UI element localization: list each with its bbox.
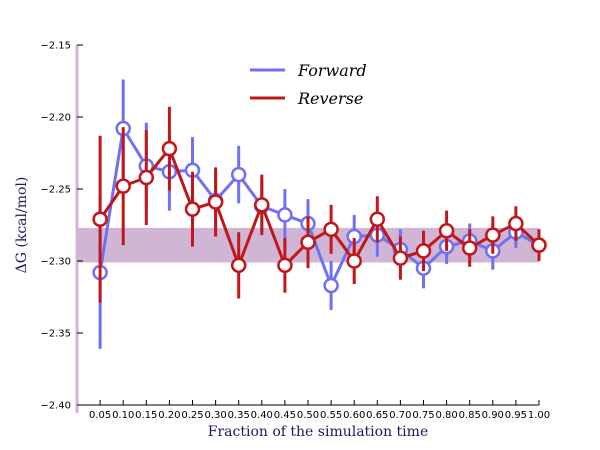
data-point <box>323 277 339 294</box>
y-axis-label: ΔG (kcal/mol) <box>14 177 30 274</box>
data-point <box>323 221 339 238</box>
data-point <box>485 227 501 243</box>
data-point <box>346 253 362 269</box>
data-point <box>438 223 455 239</box>
data-point <box>277 207 293 223</box>
x-tick-label: 0.65 <box>366 410 388 421</box>
data-point <box>392 250 409 266</box>
x-tick-label: 0.05 <box>89 410 111 421</box>
data-point <box>230 166 247 183</box>
data-point <box>508 215 524 232</box>
legend-label-forward: Forward <box>297 61 367 80</box>
series-forward <box>92 79 547 349</box>
data-point <box>531 237 547 253</box>
x-tick-label: 0.15 <box>135 410 157 421</box>
legend-label-reverse: Reverse <box>297 89 363 108</box>
y-tick-label: −2.35 <box>40 329 71 340</box>
x-tick-label: 0.30 <box>204 410 226 421</box>
data-point <box>415 243 432 259</box>
x-tick-label: 0.45 <box>274 410 296 421</box>
data-point <box>369 211 386 227</box>
x-tick-label: 0.70 <box>389 410 411 421</box>
y-tick-label: −2.15 <box>40 41 71 52</box>
x-tick-label: 0.85 <box>459 410 481 421</box>
axes: −2.40−2.35−2.30−2.25−2.20−2.150.05 0.10 0.… <box>40 41 550 422</box>
data-point <box>207 194 224 210</box>
y-tick-label: −2.30 <box>40 257 71 268</box>
y-tick-label: −2.25 <box>40 185 71 196</box>
x-tick-label: 0.40 <box>251 410 273 421</box>
series-reverse <box>92 106 547 303</box>
data-point <box>254 197 270 213</box>
x-tick-label: 0.95 <box>505 410 527 421</box>
data-point <box>115 178 131 194</box>
y-tick-label: −2.20 <box>40 113 71 124</box>
plot-area <box>77 79 547 349</box>
data-point <box>161 140 178 157</box>
x-tick-label: 1.00 <box>528 410 550 421</box>
data-point <box>300 234 316 251</box>
x-tick-label: 0.80 <box>435 410 457 421</box>
legend: Forward Reverse <box>250 61 367 108</box>
data-point <box>184 201 201 217</box>
x-tick-label: 0.55 <box>320 410 342 421</box>
data-point <box>92 211 108 227</box>
x-tick-label: 0.20 <box>158 410 180 421</box>
x-tick-label: 0.25 <box>181 410 203 421</box>
data-point <box>230 257 247 274</box>
x-axis-label: Fraction of the simulation time <box>208 424 428 440</box>
x-tick-label: 0.60 <box>343 410 365 421</box>
data-point <box>461 240 478 256</box>
data-point <box>138 169 155 186</box>
y-tick-label: −2.40 <box>40 401 71 412</box>
x-tick-label: 0.75 <box>412 410 434 421</box>
x-tick-label: 0.10 <box>112 410 134 421</box>
data-point <box>277 257 293 274</box>
x-tick-label: 0.90 <box>482 410 504 421</box>
x-tick-label: 0.35 <box>228 410 250 421</box>
x-tick-label: 0.50 <box>297 410 319 421</box>
